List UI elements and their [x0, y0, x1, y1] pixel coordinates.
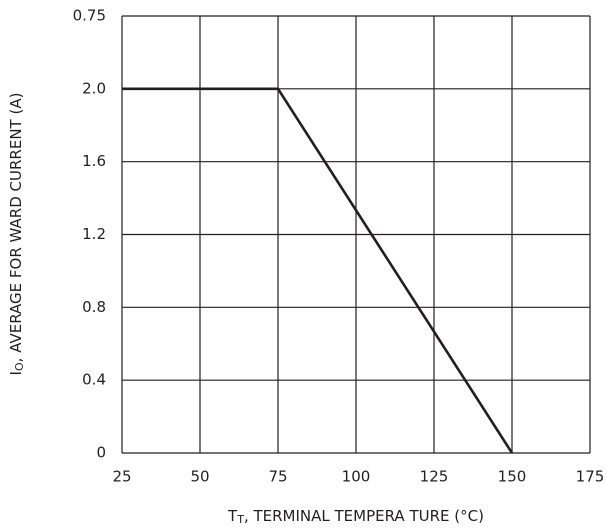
- x-tick-label: 150: [498, 468, 527, 486]
- y-tick-label: 0: [96, 444, 106, 462]
- x-tick-label: 175: [576, 468, 605, 486]
- x-tick-label: 100: [342, 468, 371, 486]
- x-tick-label: 125: [420, 468, 449, 486]
- data-line: [122, 87, 514, 454]
- y-tick-label: 0.8: [82, 298, 106, 316]
- y-tick-label: 1.6: [82, 152, 106, 170]
- y-tick-label: 0.4: [82, 371, 106, 389]
- x-tick-label: 75: [268, 468, 287, 486]
- x-tick-label: 25: [112, 468, 131, 486]
- y-tick-label: 2.0: [82, 79, 106, 97]
- x-tick-label: 50: [190, 468, 209, 486]
- y-axis-label: IO, AVERAGE FOR WARD CURRENT (A): [7, 93, 27, 376]
- x-axis-label: TT, TERMINAL TEMPERA TURE (°C): [227, 507, 484, 527]
- y-tick-label: 1.2: [82, 225, 106, 243]
- y-tick-label: 0.75: [73, 7, 106, 25]
